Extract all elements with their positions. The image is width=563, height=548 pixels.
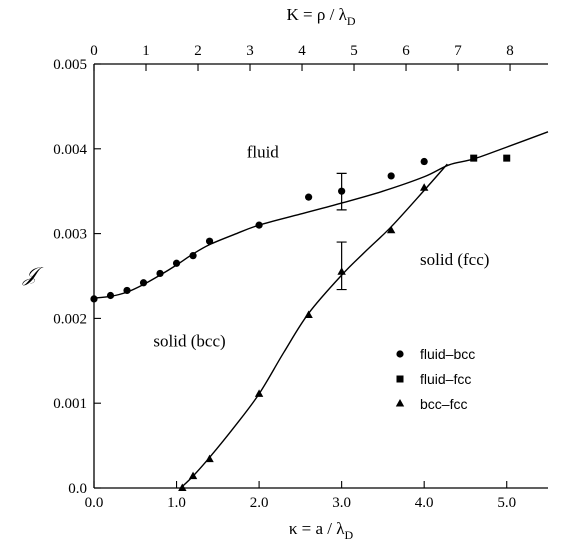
top-tick-label: 7: [454, 43, 462, 59]
y-tick-label: 0.003: [53, 227, 87, 243]
x-tick-label: 5.0: [497, 495, 516, 511]
point-fluid-bcc: [90, 295, 98, 303]
point-fluid-bcc: [156, 269, 164, 278]
legend-marker-fluid-bcc: [396, 350, 404, 358]
data-points: [90, 154, 511, 491]
region-label-solid-fcc: solid (fcc): [420, 250, 489, 269]
point-bcc-fcc: [386, 225, 396, 234]
x-tick-label: 0.0: [85, 495, 104, 511]
error-bars: [336, 172, 347, 291]
top-tick-label: 5: [350, 43, 358, 59]
x-axis-ticks: 0.0 1.0 2.0 3.0 4.0 5.0: [85, 481, 516, 511]
region-label-fluid: fluid: [247, 142, 280, 161]
point-fluid-bcc: [387, 172, 395, 180]
phase-boundaries: [93, 131, 549, 489]
top-axis-ticks: 0 1 2 3 4 5 6 7 8: [90, 43, 514, 71]
top-tick-label: 3: [246, 43, 254, 59]
x-tick-label: 4.0: [415, 495, 434, 511]
top-axis-title: K = ρ / λD: [287, 5, 356, 28]
bcc-fcc-boundary-curve: [180, 163, 448, 489]
point-fluid-bcc: [172, 259, 181, 267]
x-axis-title: κ = a / λD: [289, 519, 354, 542]
legend-marker-fluid-fcc: [396, 375, 404, 383]
top-tick-label: 4: [298, 43, 306, 59]
legend-label-fluid-fcc: fluid–fcc: [420, 371, 471, 387]
point-fluid-bcc: [189, 252, 197, 260]
y-axis-ticks: 0.0 0.001 0.002 0.003 0.004 0.005: [53, 57, 101, 497]
point-bcc-fcc: [205, 454, 214, 463]
x-tick-label: 3.0: [332, 495, 351, 511]
point-bcc-fcc: [178, 483, 187, 491]
point-fluid-bcc: [139, 279, 148, 287]
top-tick-label: 8: [506, 43, 514, 59]
error-bar: [336, 241, 347, 291]
point-fluid-bcc: [305, 193, 313, 201]
point-fluid-bcc: [420, 157, 428, 166]
y-tick-label: 0.004: [53, 142, 87, 158]
plot-frame: [93, 63, 548, 489]
top-tick-label: 6: [402, 43, 410, 59]
point-bcc-fcc: [304, 310, 313, 319]
top-tick-label: 2: [194, 43, 202, 59]
y-tick-label: 0.005: [53, 57, 87, 73]
legend-label-fluid-bcc: fluid–bcc: [420, 346, 475, 362]
x-tick-label: 1.0: [167, 495, 186, 511]
point-bcc-fcc: [188, 471, 198, 480]
legend-label-bcc-fcc: bcc–fcc: [420, 396, 467, 412]
y-tick-label: 0.001: [53, 396, 87, 412]
y-axis-title: 𝒥: [22, 264, 44, 286]
legend: fluid–bcc fluid–fcc bcc–fcc: [395, 346, 475, 412]
point-fluid-bcc: [255, 221, 263, 229]
point-fluid-bcc: [338, 187, 346, 195]
point-fluid-fcc: [470, 154, 478, 162]
point-fluid-fcc: [503, 154, 511, 162]
point-fluid-bcc: [106, 291, 115, 300]
point-bcc-fcc: [419, 183, 429, 191]
region-label-solid-bcc: solid (bcc): [153, 331, 225, 350]
top-tick-label: 0: [90, 43, 98, 59]
point-bcc-fcc: [337, 267, 346, 275]
point-bcc-fcc: [254, 389, 264, 397]
legend-marker-bcc-fcc: [395, 399, 405, 407]
point-fluid-bcc: [205, 237, 214, 245]
y-tick-label: 0.0: [68, 481, 87, 497]
top-tick-label: 1: [142, 43, 150, 59]
x-tick-label: 2.0: [250, 495, 269, 511]
point-fluid-bcc: [123, 286, 131, 295]
y-tick-label: 0.002: [53, 311, 87, 327]
